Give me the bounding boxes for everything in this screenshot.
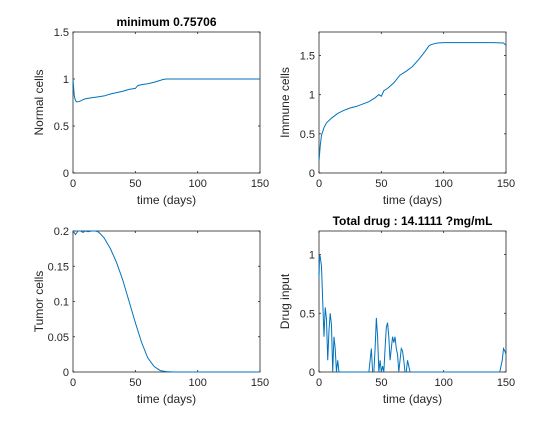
- drug-input-xlabel: time (days): [383, 392, 442, 406]
- tumor-cells-xtick-label: 100: [188, 377, 206, 389]
- normal-cells-xtick-label: 50: [129, 178, 141, 190]
- immune-cells-xtick-label: 150: [497, 178, 515, 190]
- immune-cells-series-line: [318, 42, 507, 162]
- drug-input-series-line: [318, 254, 507, 373]
- immune-cells-ytick-label: 0: [309, 168, 315, 180]
- immune-cells-xtick-label: 100: [434, 178, 452, 190]
- immune-cells-xtick-label: 50: [375, 178, 387, 190]
- normal-cells-xlabel: time (days): [137, 193, 196, 207]
- drug-input-xtick-label: 100: [434, 377, 452, 389]
- drug-input-panel: 0 50 100 150 0 0.5 1 time (days) Drug input Total…: [278, 214, 515, 406]
- normal-cells-xtick-label: 100: [188, 178, 206, 190]
- tumor-cells-xlabel: time (days): [137, 392, 196, 406]
- tumor-cells-xtick-label: 50: [129, 377, 141, 389]
- immune-cells-xlabel: time (days): [383, 193, 442, 207]
- drug-input-ytick-label: 0.5: [300, 308, 315, 320]
- tumor-cells-ytick-label: 0.2: [54, 226, 69, 238]
- immune-cells-ytick-label: 1.5: [300, 51, 315, 63]
- drug-input-ytick-label: 0: [309, 367, 315, 379]
- immune-cells-ytick-label: 0.5: [300, 129, 315, 141]
- tumor-cells-ytick-label: 0.05: [48, 332, 69, 344]
- drug-input-axes-box: [318, 230, 507, 373]
- normal-cells-xtick-label: 0: [70, 178, 76, 190]
- normal-cells-ylabel: Normal cells: [32, 69, 46, 135]
- normal-cells-axes-box: [72, 31, 261, 174]
- tumor-cells-panel: 0 50 100 150 0 0.05 0.1 0.15 0.2 time (days) Tumor…: [32, 226, 269, 406]
- drug-input-title: Total drug : 14.1111 ?mg/mL: [333, 214, 493, 228]
- tumor-cells-xtick-label: 150: [251, 377, 269, 389]
- immune-cells-panel: 0 50 100 150 0 0.5 1 1.5 time (days) Immune cells: [278, 31, 515, 207]
- normal-cells-ytick-label: 0.5: [54, 121, 69, 133]
- tumor-cells-ytick-label: 0: [63, 367, 69, 379]
- normal-cells-ytick-label: 0: [63, 168, 69, 180]
- drug-input-xtick-label: 150: [497, 377, 515, 389]
- immune-cells-axes-box: [318, 31, 507, 174]
- drug-input-xtick-label: 0: [316, 377, 322, 389]
- normal-cells-xtick-label: 150: [251, 178, 269, 190]
- tumor-cells-ylabel: Tumor cells: [32, 271, 46, 333]
- immune-cells-ytick-label: 1: [309, 90, 315, 102]
- normal-cells-title: minimum 0.75706: [116, 15, 216, 29]
- normal-cells-series-line: [72, 78, 260, 103]
- immune-cells-ylabel: Immune cells: [278, 67, 292, 138]
- drug-input-ytick-label: 1: [309, 250, 315, 262]
- tumor-cells-ytick-label: 0.15: [48, 261, 69, 273]
- normal-cells-panel: 0 50 100 150 0 0.5 1 1.5 time (days) Normal cells…: [32, 15, 269, 207]
- tumor-cells-axes-box: [72, 230, 261, 373]
- tumor-cells-series-line: [72, 230, 260, 373]
- drug-input-ylabel: Drug input: [278, 273, 292, 329]
- normal-cells-ytick-label: 1.5: [54, 27, 69, 39]
- normal-cells-ytick-label: 1: [63, 74, 69, 86]
- tumor-cells-ytick-label: 0.1: [54, 297, 69, 309]
- immune-cells-xtick-label: 0: [316, 178, 322, 190]
- drug-input-xtick-label: 50: [375, 377, 387, 389]
- tumor-cells-xtick-label: 0: [70, 377, 76, 389]
